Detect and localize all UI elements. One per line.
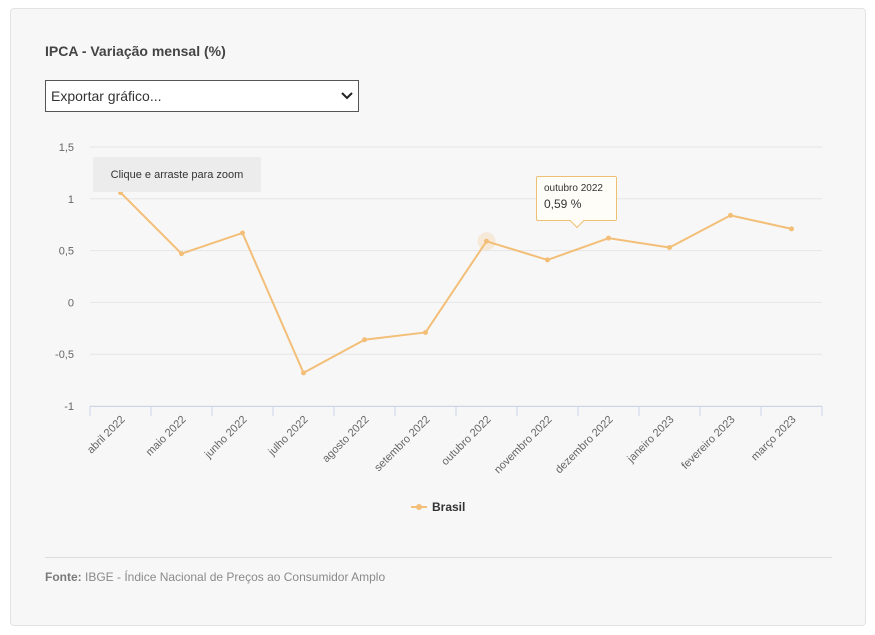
data-point[interactable] <box>179 251 184 257</box>
chevron-down-icon <box>336 80 358 112</box>
x-axis-labels: abril 2022 maio 2022 junho 2022 julho 2022 a… <box>85 414 799 477</box>
x-axis <box>89 406 823 416</box>
x-tick-label: março 2023 <box>749 414 799 464</box>
source-label: Fonte: <box>45 570 82 584</box>
y-axis-labels: 1,5 1 0,5 0 -0,5 -1 <box>55 142 74 413</box>
x-tick-label: outubro 2022 <box>439 414 493 468</box>
y-tick-label: 1,5 <box>59 142 74 154</box>
source-text: IBGE - Índice Nacional de Preços ao Cons… <box>85 570 386 584</box>
chart-title: IPCA - Variação mensal (%) <box>45 43 226 59</box>
data-tooltip: outubro 2022 0,59 % <box>536 176 617 229</box>
data-point[interactable] <box>789 226 794 232</box>
data-point[interactable] <box>728 212 733 218</box>
x-tick-label: abril 2022 <box>85 414 128 457</box>
data-point[interactable] <box>301 370 306 376</box>
data-point[interactable] <box>362 337 367 343</box>
x-tick-label: maio 2022 <box>144 414 189 459</box>
footer-divider <box>45 557 832 558</box>
legend-marker <box>416 504 422 510</box>
x-tick-label: novembro 2022 <box>492 414 555 477</box>
tooltip-category: outubro 2022 <box>544 183 603 194</box>
export-select-value: Exportar gráfico... <box>51 88 162 104</box>
y-tick-label: -0,5 <box>55 349 74 361</box>
source-note: Fonte: IBGE - Índice Nacional de Preços … <box>45 570 385 584</box>
x-tick-label: janeiro 2023 <box>625 414 677 466</box>
x-tick-label: dezembro 2022 <box>553 414 616 477</box>
legend-label-brasil[interactable]: Brasil <box>432 500 465 514</box>
x-tick-label: fevereiro 2023 <box>679 414 737 472</box>
x-tick-label: julho 2022 <box>266 414 311 459</box>
x-tick-label: junho 2022 <box>202 414 250 462</box>
data-point[interactable] <box>484 238 489 244</box>
chart-series[interactable] <box>118 190 794 376</box>
y-tick-label: 0,5 <box>59 246 74 258</box>
x-tick-label: setembro 2022 <box>372 414 432 474</box>
tooltip-value: 0,59 % <box>544 197 582 211</box>
export-chart-select[interactable]: Exportar gráfico... <box>45 80 359 112</box>
series-line-brasil[interactable] <box>119 191 792 374</box>
data-point[interactable] <box>667 244 672 250</box>
data-point[interactable] <box>240 230 245 236</box>
y-tick-label: 0 <box>68 297 74 309</box>
y-tick-label: 1 <box>68 194 74 206</box>
data-point[interactable] <box>606 235 611 241</box>
data-point[interactable] <box>545 257 550 263</box>
chart-legend[interactable]: Brasil <box>411 500 465 514</box>
data-point[interactable] <box>423 329 428 335</box>
y-tick-label: -1 <box>64 401 74 413</box>
zoom-hint: Clique e arraste para zoom <box>93 157 261 192</box>
x-tick-label: agosto 2022 <box>320 414 371 465</box>
